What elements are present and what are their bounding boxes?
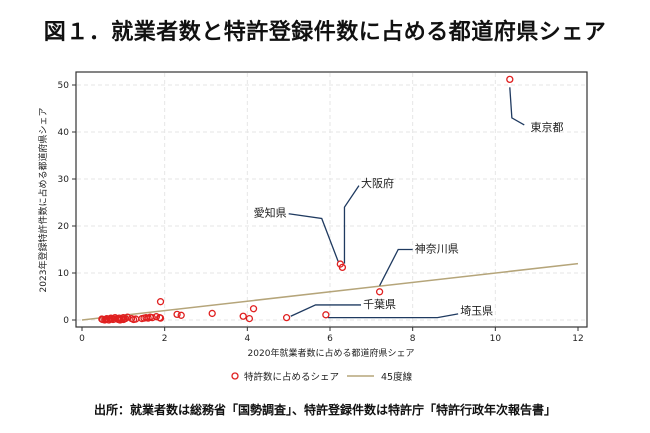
annotation-label: 神奈川県 bbox=[415, 241, 459, 255]
annotation-label: 東京都 bbox=[530, 120, 563, 134]
annotation-leader-line bbox=[290, 304, 361, 317]
data-point bbox=[245, 314, 254, 323]
y-tick-label: 30 bbox=[58, 175, 70, 185]
legend-label-scatter: 特許数に占めるシェア bbox=[244, 371, 339, 383]
x-tick-label: 6 bbox=[327, 334, 333, 344]
data-point bbox=[156, 313, 164, 322]
y-axis-label: 2023年登録特許件数に占める都道府県シェア bbox=[37, 108, 49, 293]
data-point bbox=[148, 313, 156, 322]
plot-frame bbox=[75, 71, 588, 328]
data-point bbox=[338, 263, 347, 272]
annotation-leader-line bbox=[288, 213, 339, 262]
data-point bbox=[239, 312, 247, 320]
y-tick-label: 40 bbox=[58, 128, 70, 138]
x-axis-label: 2020年就業者数に占める都道府県シェア bbox=[248, 347, 415, 359]
x-tick-label: 8 bbox=[410, 334, 416, 344]
data-point bbox=[208, 309, 216, 318]
x-tick-label: 2 bbox=[162, 334, 168, 344]
annotation-label: 千葉県 bbox=[363, 297, 396, 311]
data-point bbox=[108, 314, 116, 323]
x-tick-label: 12 bbox=[572, 334, 583, 344]
y-tick-label: 50 bbox=[58, 81, 70, 91]
data-point bbox=[116, 316, 124, 324]
data-point bbox=[120, 315, 128, 323]
45-degree-line bbox=[81, 262, 579, 321]
data-point bbox=[156, 298, 165, 306]
data-point bbox=[506, 75, 514, 84]
annotation-label: 大阪府 bbox=[361, 176, 394, 190]
x-tick-label: 4 bbox=[244, 334, 250, 344]
data-point bbox=[130, 315, 138, 324]
data-point bbox=[249, 305, 258, 313]
data-point bbox=[177, 311, 185, 319]
data-point bbox=[98, 315, 106, 323]
data-point bbox=[375, 288, 384, 296]
data-point bbox=[144, 314, 152, 322]
legend-label-line: 45度線 bbox=[381, 371, 413, 383]
annotation-leader-line bbox=[379, 248, 413, 286]
y-tick-label: 20 bbox=[58, 222, 70, 232]
chart-title: 図１．就業者数と特許登録件数に占める都道府県シェア bbox=[43, 20, 607, 45]
y-tick-label: 10 bbox=[58, 269, 70, 279]
annotation-leader-line bbox=[343, 185, 360, 264]
annotation-label: 愛知県 bbox=[254, 206, 287, 220]
annotation-label: 埼玉県 bbox=[460, 303, 493, 317]
annotation-leader-line bbox=[509, 87, 525, 126]
legend-marker-scatter bbox=[231, 372, 239, 380]
data-point bbox=[173, 310, 181, 319]
data-point bbox=[322, 311, 330, 319]
source-note: 出所：就業者数は総務省「国勢調査」、特許登録件数は特許庁「特許行政年次報告書」 bbox=[93, 403, 556, 417]
annotation-leader-line bbox=[327, 313, 459, 319]
y-tick-label: 0 bbox=[63, 316, 69, 326]
x-tick-label: 0 bbox=[79, 334, 85, 344]
x-tick-label: 10 bbox=[490, 334, 502, 344]
data-point bbox=[282, 313, 291, 322]
